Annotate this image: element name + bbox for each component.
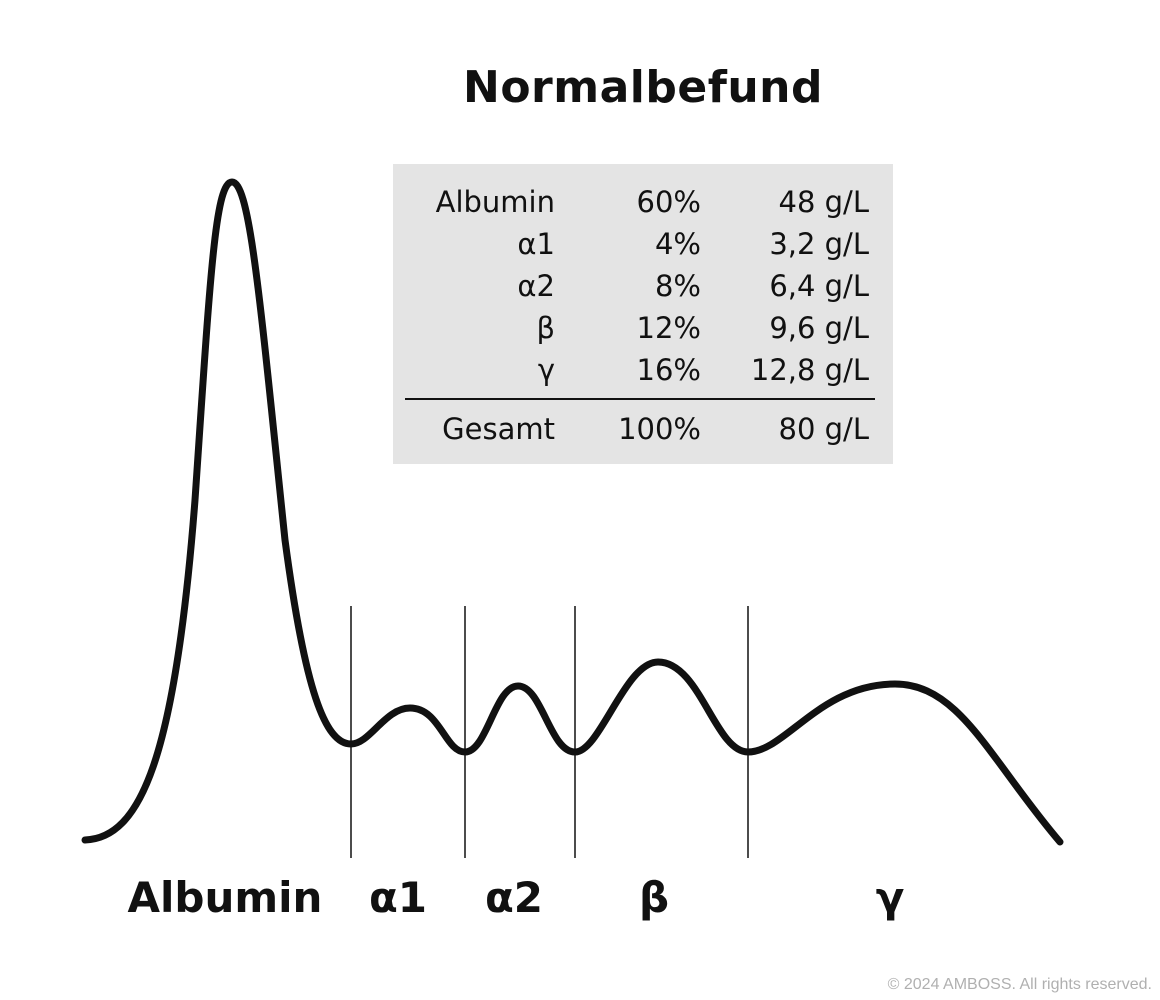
fraction-name: α1 — [517, 227, 555, 261]
fraction-value: 9,6 g/L — [769, 311, 869, 345]
fraction-percent: 60% — [636, 185, 701, 219]
fraction-value: 48 g/L — [778, 185, 869, 219]
fraction-name: Albumin — [435, 185, 555, 219]
beta-label: β — [638, 873, 670, 922]
table-row: Albumin 60% 48 g/L — [393, 182, 893, 222]
fraction-percent: 4% — [654, 227, 701, 261]
table-row: γ 16% 12,8 g/L — [393, 350, 893, 390]
total-name: Gesamt — [442, 412, 555, 446]
table-row: β 12% 9,6 g/L — [393, 308, 893, 348]
fraction-name: γ — [537, 353, 555, 387]
fraction-value: 6,4 g/L — [769, 269, 869, 303]
gamma-label: γ — [875, 873, 905, 922]
alpha1-label: α1 — [368, 873, 428, 922]
copyright-notice: © 2024 AMBOSS. All rights reserved. — [887, 976, 1152, 993]
electrophoresis-curve — [81, 178, 1064, 846]
table-row: α2 8% 6,4 g/L — [393, 266, 893, 306]
fraction-value: 3,2 g/L — [769, 227, 869, 261]
fraction-percent: 12% — [636, 311, 701, 345]
alpha2-label: α2 — [484, 873, 544, 922]
albumin-label: Albumin — [127, 873, 323, 922]
table-divider — [405, 398, 875, 400]
fraction-name: β — [536, 311, 555, 345]
total-value: 80 g/L — [778, 412, 869, 446]
diagram-title: Normalbefund — [463, 62, 823, 113]
fraction-value: 12,8 g/L — [750, 353, 869, 387]
table-row: α1 4% 3,2 g/L — [393, 224, 893, 264]
table-total-row: Gesamt 100% 80 g/L — [393, 409, 893, 449]
fraction-percent: 16% — [636, 353, 701, 387]
fraction-name: α2 — [517, 269, 555, 303]
fraction-percent: 8% — [654, 269, 701, 303]
reference-values-table: Albumin 60% 48 g/L α1 4% 3,2 g/L α2 8% 6… — [393, 164, 893, 464]
total-percent: 100% — [618, 412, 701, 446]
